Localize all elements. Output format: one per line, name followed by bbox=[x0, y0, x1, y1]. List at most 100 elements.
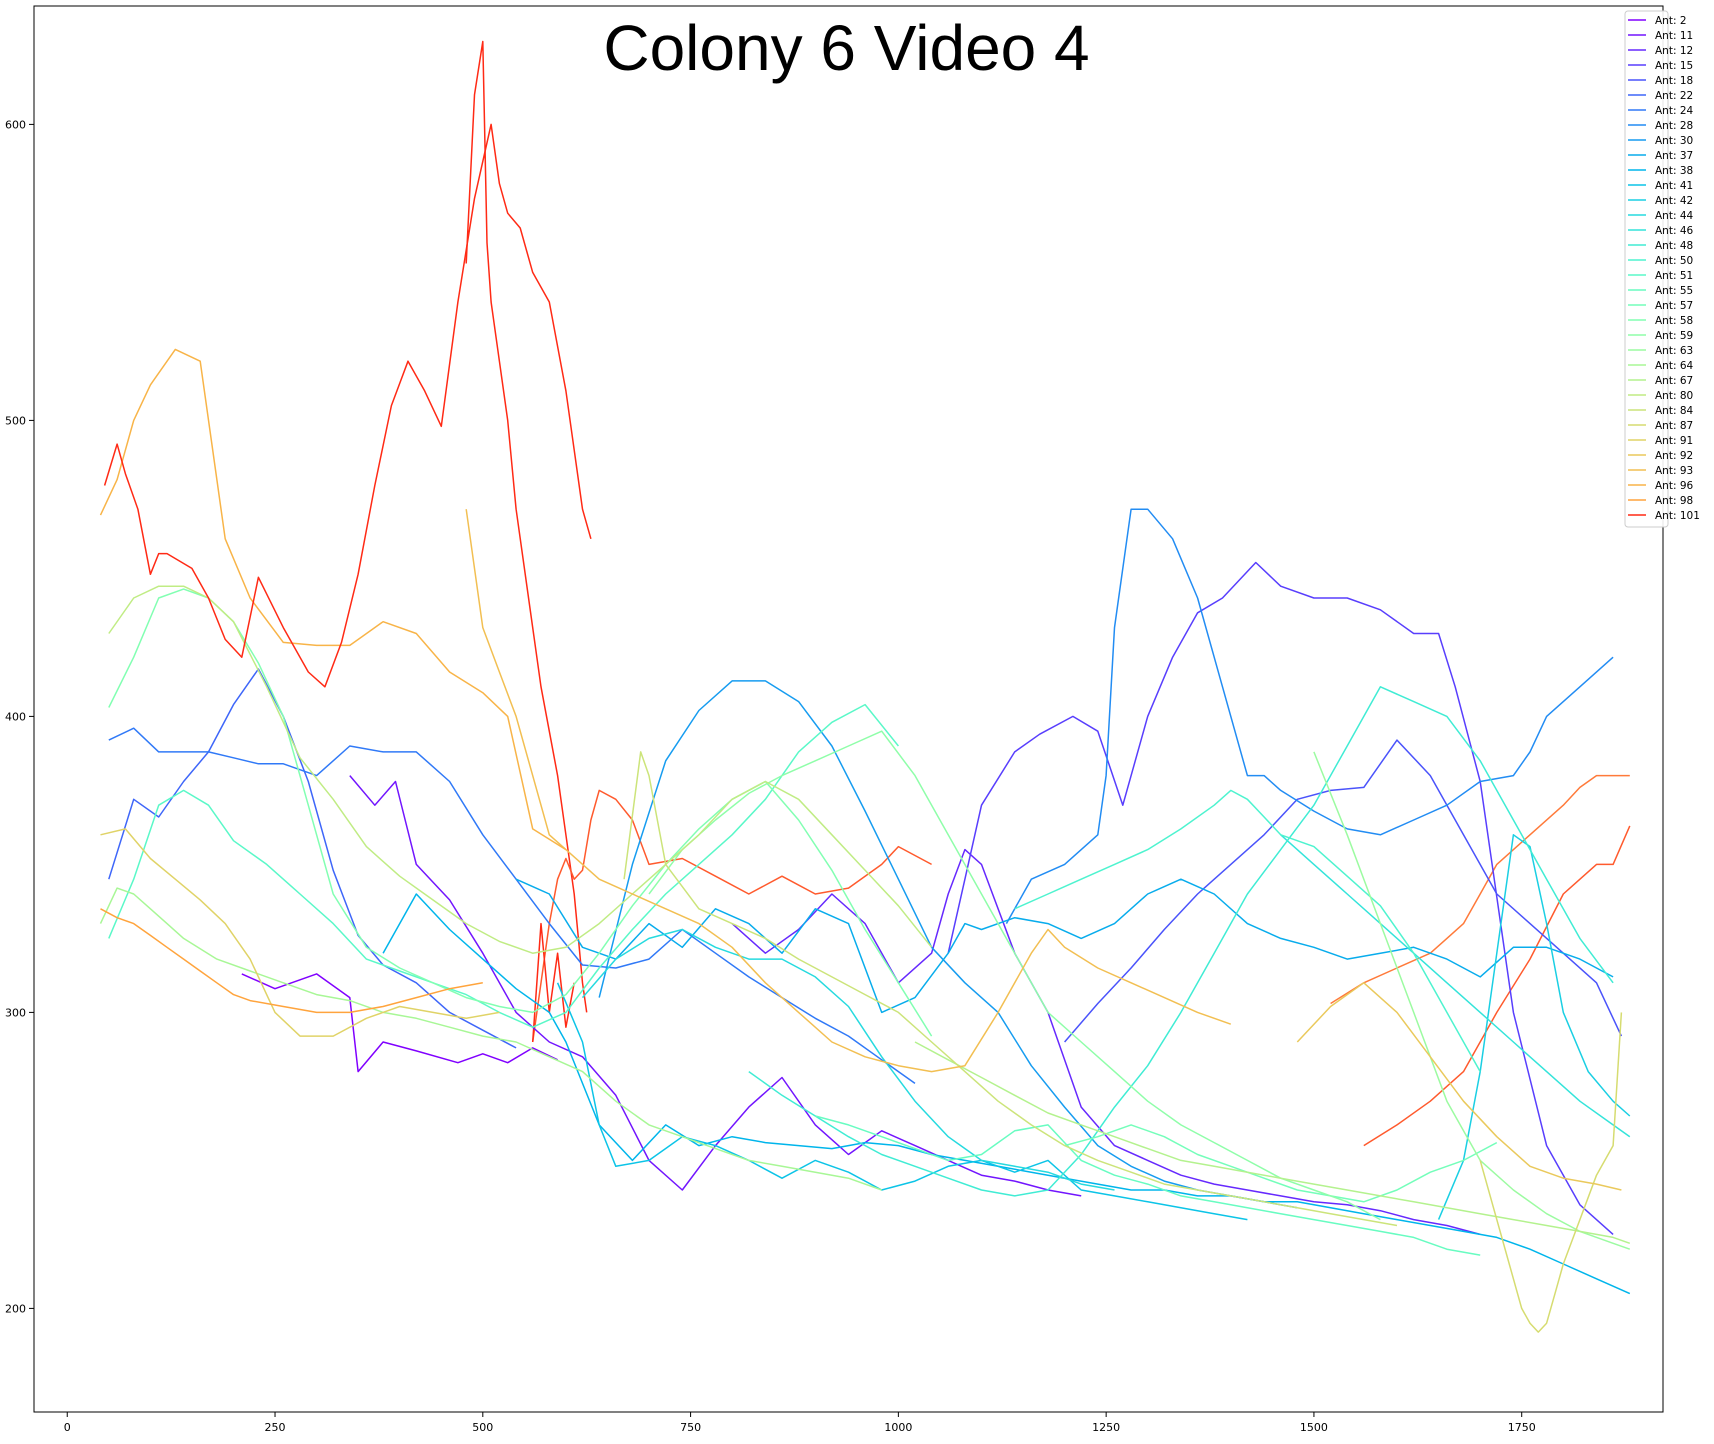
legend-label: Ant: 44 bbox=[1655, 210, 1694, 222]
legend-label: Ant: 59 bbox=[1655, 330, 1693, 342]
legend-item: Ant: 92 bbox=[1628, 450, 1693, 462]
x-axis: 0 250 500 750 1000 1250 1500 1750 bbox=[64, 1412, 1536, 1434]
series-line-48 bbox=[748, 686, 1614, 1197]
plot-frame bbox=[33, 5, 1664, 1413]
y-tick-label: 400 bbox=[5, 710, 26, 723]
legend-item: Ant: 12 bbox=[1628, 45, 1693, 57]
legend-label: Ant: 51 bbox=[1655, 270, 1693, 282]
legend-label: Ant: 22 bbox=[1655, 90, 1693, 102]
x-tick-label: 250 bbox=[265, 1421, 286, 1434]
legend-label: Ant: 11 bbox=[1655, 30, 1693, 42]
legend-item: Ant: 98 bbox=[1628, 495, 1693, 507]
series-line-24 bbox=[108, 727, 916, 1085]
chart-title: Colony 6 Video 4 bbox=[603, 12, 1089, 84]
legend-item: Ant: 63 bbox=[1628, 345, 1693, 357]
legend-label: Ant: 87 bbox=[1655, 420, 1693, 432]
legend-label: Ant: 67 bbox=[1655, 375, 1693, 387]
series-line-101 bbox=[103, 123, 592, 688]
legend-label: Ant: 42 bbox=[1655, 195, 1693, 207]
series-line-67 bbox=[914, 1041, 1631, 1245]
x-tick-label: 750 bbox=[680, 1421, 701, 1434]
series-line-18 bbox=[1064, 739, 1623, 1043]
legend-label: Ant: 57 bbox=[1655, 300, 1693, 312]
legend-item: Ant: 15 bbox=[1628, 60, 1693, 72]
legend-label: Ant: 48 bbox=[1655, 240, 1693, 252]
y-tick-label: 600 bbox=[5, 118, 26, 131]
legend-item: Ant: 28 bbox=[1628, 120, 1693, 132]
x-tick-label: 1750 bbox=[1508, 1421, 1536, 1434]
legend-item: Ant: 55 bbox=[1628, 285, 1693, 297]
legend-item: Ant: 11 bbox=[1628, 30, 1693, 42]
series-line-92 bbox=[1296, 982, 1622, 1191]
legend-item: Ant: 93 bbox=[1628, 465, 1693, 477]
series-line-51 bbox=[108, 703, 899, 1028]
x-tick-label: 500 bbox=[472, 1421, 493, 1434]
legend-item: Ant: 51 bbox=[1628, 270, 1693, 282]
legend-item: Ant: 87 bbox=[1628, 420, 1693, 432]
legend-item: Ant: 22 bbox=[1628, 90, 1693, 102]
legend-label: Ant: 98 bbox=[1655, 495, 1693, 507]
legend-label: Ant: 30 bbox=[1655, 135, 1693, 147]
legend-item: Ant: 80 bbox=[1628, 390, 1693, 402]
legend-item: Ant: 38 bbox=[1628, 165, 1693, 177]
legend-item: Ant: 37 bbox=[1628, 150, 1693, 162]
x-tick-label: 1250 bbox=[1092, 1421, 1120, 1434]
legend-item: Ant: 84 bbox=[1628, 405, 1694, 417]
legend-label: Ant: 41 bbox=[1655, 180, 1693, 192]
legend-item: Ant: 30 bbox=[1628, 135, 1693, 147]
series-line-57 bbox=[1064, 1124, 1498, 1203]
series-line-30 bbox=[598, 680, 1298, 1209]
legend-label: Ant: 80 bbox=[1655, 390, 1693, 402]
series-line-87 bbox=[1479, 1012, 1623, 1333]
legend-label: Ant: 101 bbox=[1655, 510, 1700, 522]
legend-item: Ant: 101 bbox=[1628, 510, 1700, 522]
series-line-37 bbox=[515, 878, 1614, 1014]
legend-item: Ant: 58 bbox=[1628, 315, 1693, 327]
legend-label: Ant: 2 bbox=[1655, 15, 1687, 27]
trace-line-extra-3 bbox=[1363, 825, 1631, 1147]
series-line-64 bbox=[99, 887, 882, 1191]
legend-item: Ant: 42 bbox=[1628, 195, 1693, 207]
legend-label: Ant: 92 bbox=[1655, 450, 1693, 462]
legend-label: Ant: 38 bbox=[1655, 165, 1693, 177]
legend-label: Ant: 64 bbox=[1655, 360, 1694, 372]
legend-label: Ant: 28 bbox=[1655, 120, 1693, 132]
x-tick-label: 0 bbox=[64, 1421, 71, 1434]
legend-label: Ant: 84 bbox=[1655, 405, 1694, 417]
legend-label: Ant: 58 bbox=[1655, 315, 1693, 327]
legend-label: Ant: 24 bbox=[1655, 105, 1694, 117]
legend-label: Ant: 46 bbox=[1655, 225, 1694, 237]
legend-item: Ant: 18 bbox=[1628, 75, 1693, 87]
series-line-28 bbox=[1005, 508, 1614, 924]
legend-label: Ant: 18 bbox=[1655, 75, 1693, 87]
legend-item: Ant: 2 bbox=[1628, 15, 1687, 27]
legend-label: Ant: 55 bbox=[1655, 285, 1693, 297]
plot-lines bbox=[99, 40, 1631, 1333]
legend-label: Ant: 63 bbox=[1655, 345, 1693, 357]
series-line-42 bbox=[1437, 834, 1631, 1220]
legend-label: Ant: 37 bbox=[1655, 150, 1693, 162]
series-line-55 bbox=[815, 1115, 1481, 1256]
series-line-46 bbox=[1280, 834, 1631, 1138]
legend-item: Ant: 50 bbox=[1628, 255, 1693, 267]
x-tick-label: 1000 bbox=[884, 1421, 912, 1434]
y-tick-label: 200 bbox=[5, 1302, 26, 1315]
series-line-12 bbox=[731, 848, 1481, 1236]
series-line-59 bbox=[648, 730, 1381, 1221]
legend-item: Ant: 48 bbox=[1628, 240, 1693, 252]
legend-item: Ant: 59 bbox=[1628, 330, 1693, 342]
trace-line-extra-0 bbox=[465, 40, 588, 1013]
series-line-84 bbox=[623, 751, 1398, 1227]
series-line-91 bbox=[100, 828, 500, 1037]
legend-item: Ant: 67 bbox=[1628, 375, 1693, 387]
legend-item: Ant: 46 bbox=[1628, 225, 1694, 237]
legend-label: Ant: 91 bbox=[1655, 435, 1693, 447]
legend-item: Ant: 57 bbox=[1628, 300, 1693, 312]
legend-label: Ant: 93 bbox=[1655, 465, 1693, 477]
legend: Ant: 2 Ant: 11 Ant: 12 Ant: 15 Ant: 18 Ant: 2… bbox=[1624, 10, 1700, 528]
series-line-2 bbox=[241, 973, 558, 1073]
legend-label: Ant: 15 bbox=[1655, 60, 1693, 72]
series-line-93 bbox=[465, 509, 1232, 1073]
legend-item: Ant: 91 bbox=[1628, 435, 1693, 447]
